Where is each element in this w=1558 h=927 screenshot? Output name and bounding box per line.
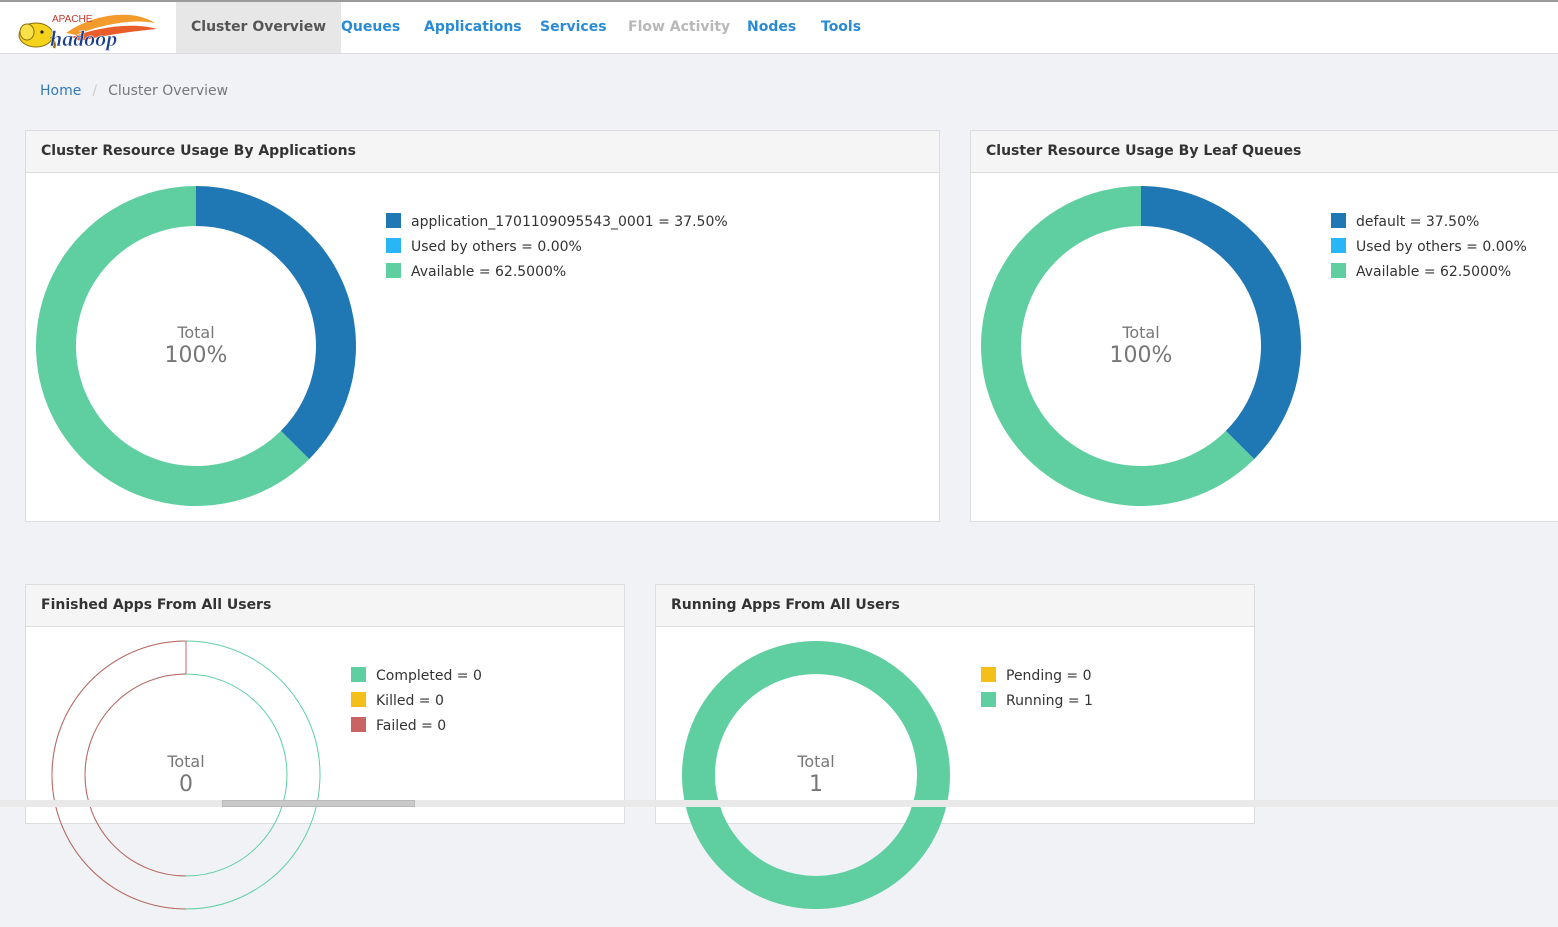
- legend-item-failed: Failed = 0: [351, 717, 482, 742]
- panel-title: Running Apps From All Users: [656, 585, 1254, 627]
- legend-item-used-by-others: Used by others = 0.00%: [1331, 238, 1527, 263]
- breadcrumb: Home / Cluster Overview: [40, 83, 228, 99]
- hadoop-logo[interactable]: APACHE hadoop: [14, 11, 159, 51]
- breadcrumb-current: Cluster Overview: [108, 83, 229, 99]
- nav-cluster-overview[interactable]: Cluster Overview: [176, 2, 342, 53]
- running-apps-legend: Pending = 0 Running = 1: [981, 667, 1093, 717]
- donut-center-value: 0: [179, 772, 193, 797]
- legend-item-available: Available = 62.5000%: [1331, 263, 1527, 288]
- legend-item-running: Running = 1: [981, 692, 1093, 717]
- nav-services[interactable]: Services: [540, 19, 607, 35]
- donut-center-value: 1: [809, 772, 823, 797]
- donut-center-value: 100%: [1110, 343, 1173, 368]
- breadcrumb-separator: /: [92, 83, 98, 99]
- legend-swatch: [351, 667, 366, 682]
- donut-center-value: 100%: [165, 343, 228, 368]
- legend-label: Available = 62.5000%: [411, 264, 567, 280]
- panel-title: Cluster Resource Usage By Leaf Queues: [971, 131, 1558, 173]
- donut-slice-default: [1141, 186, 1301, 460]
- finished-apps-panel: Finished Apps From All Users Total 0 Comp…: [25, 584, 625, 910]
- legend-label: Completed = 0: [376, 668, 482, 684]
- legend-label: Used by others = 0.00%: [1356, 239, 1527, 255]
- legend-item-completed: Completed = 0: [351, 667, 482, 692]
- legend-label: Killed = 0: [376, 693, 444, 709]
- horizontal-scrollbar-track[interactable]: [0, 800, 1558, 807]
- legend-item-pending: Pending = 0: [981, 667, 1093, 692]
- nav-tools[interactable]: Tools: [821, 19, 862, 35]
- legend-swatch: [351, 692, 366, 707]
- nav-applications[interactable]: Applications: [424, 19, 522, 35]
- hadoop-elephant-icon: APACHE hadoop: [18, 14, 157, 51]
- legend-item-application: application_1701109095543_0001 = 37.50%: [386, 213, 728, 238]
- donut-slice-available: [36, 186, 310, 506]
- panel-title: Cluster Resource Usage By Applications: [26, 131, 939, 173]
- donut-slice-available: [981, 186, 1255, 506]
- donut-center-label: Total: [176, 323, 214, 342]
- top-border: [0, 0, 1558, 2]
- legend-swatch: [981, 692, 996, 707]
- nav-flow-activity: Flow Activity: [628, 19, 731, 35]
- legend-item-used-by-others: Used by others = 0.00%: [386, 238, 728, 263]
- legend-swatch: [386, 263, 401, 278]
- donut-outline-left: [51, 640, 187, 776]
- navbar: APACHE hadoop Cluster Overview Queues Ap…: [0, 2, 1558, 54]
- legend-swatch: [386, 213, 401, 228]
- legend-item-available: Available = 62.5000%: [386, 263, 728, 288]
- legend-label: Failed = 0: [376, 718, 447, 734]
- queue-usage-panel: Cluster Resource Usage By Leaf Queues To…: [970, 130, 1558, 522]
- legend-swatch: [351, 717, 366, 732]
- panel-title: Finished Apps From All Users: [26, 585, 624, 627]
- donut-center-label: Total: [166, 752, 204, 771]
- running-apps-panel: Running Apps From All Users Total 1 Pendi…: [655, 584, 1255, 909]
- svg-text:hadoop: hadoop: [50, 26, 117, 51]
- legend-item-killed: Killed = 0: [351, 692, 482, 717]
- breadcrumb-home-link[interactable]: Home: [40, 83, 82, 99]
- legend-label: Pending = 0: [1006, 668, 1092, 684]
- apps-usage-legend: application_1701109095543_0001 = 37.50% …: [386, 213, 728, 288]
- nav-nodes[interactable]: Nodes: [747, 19, 797, 35]
- svg-text:APACHE: APACHE: [52, 14, 93, 25]
- legend-label: Running = 1: [1006, 693, 1093, 709]
- legend-label: application_1701109095543_0001 = 37.50%: [411, 214, 728, 230]
- legend-label: default = 37.50%: [1356, 214, 1480, 230]
- donut-center-label: Total: [796, 752, 834, 771]
- donut-inner-outline-bottom-left: [84, 774, 187, 877]
- finished-apps-legend: Completed = 0 Killed = 0 Failed = 0: [351, 667, 482, 742]
- legend-swatch: [1331, 213, 1346, 228]
- nav-queues[interactable]: Queues: [341, 19, 401, 35]
- donut-inner-outline-left: [84, 673, 187, 776]
- queue-usage-legend: default = 37.50% Used by others = 0.00% …: [1331, 213, 1527, 288]
- legend-swatch: [1331, 238, 1346, 253]
- donut-outline-bottom-left: [51, 774, 187, 910]
- legend-item-default: default = 37.50%: [1331, 213, 1527, 238]
- horizontal-scrollbar-thumb[interactable]: [222, 800, 415, 807]
- legend-label: Used by others = 0.00%: [411, 239, 582, 255]
- apps-usage-panel: Cluster Resource Usage By Applications T…: [25, 130, 940, 522]
- legend-swatch: [1331, 263, 1346, 278]
- legend-swatch: [981, 667, 996, 682]
- legend-swatch: [386, 238, 401, 253]
- legend-label: Available = 62.5000%: [1356, 264, 1512, 280]
- donut-slice-application-1701109095543-0001: [196, 186, 357, 460]
- donut-center-label: Total: [1121, 323, 1159, 342]
